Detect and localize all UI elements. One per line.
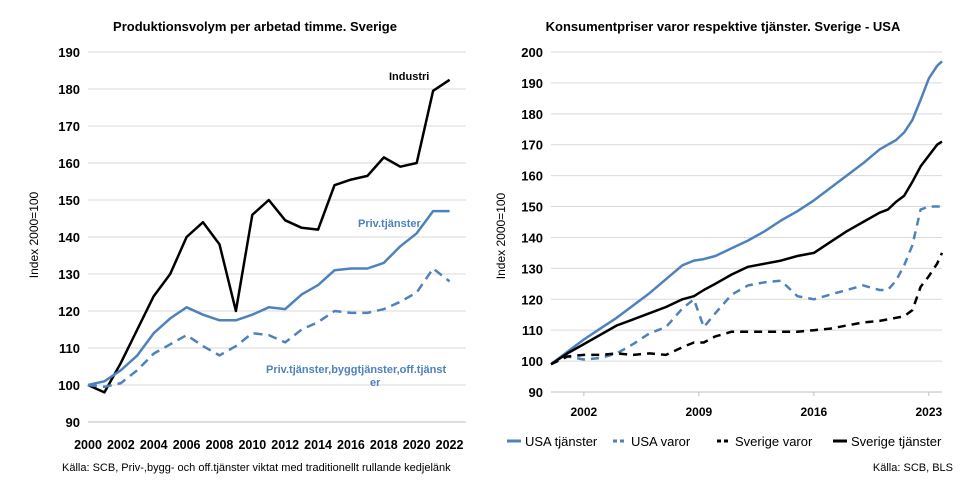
x-tick-label: 2014: [304, 438, 332, 452]
chart-right: Konsumentpriser varor respektive tjänste…: [494, 19, 953, 474]
chart-left-series: [87, 78, 451, 394]
chart-left-y-axis-label: Index 2000=100: [27, 191, 41, 278]
x-tick-label: 2016: [801, 405, 828, 419]
y-tick-label: 160: [521, 169, 543, 184]
y-tick-label: 130: [58, 267, 80, 282]
x-tick-label: 2010: [238, 438, 266, 452]
y-tick-label: 170: [58, 119, 80, 134]
y-tick-label: 200: [521, 45, 543, 60]
y-tick-label: 140: [521, 230, 543, 245]
y-tick-label: 160: [58, 156, 80, 171]
y-tick-label: 180: [58, 82, 80, 97]
chart-right-title: Konsumentpriser varor respektive tjänste…: [546, 19, 901, 34]
x-tick-label: 2006: [173, 438, 201, 452]
chart-right-source: Källa: SCB, BLS: [873, 462, 953, 474]
series-line-sverige-varor: [550, 252, 944, 366]
label-priv-bygg-off-line2: er: [370, 377, 381, 389]
y-tick-label: 190: [521, 76, 543, 91]
y-tick-label: 190: [58, 45, 80, 60]
y-tick-label: 90: [529, 385, 543, 400]
y-tick-label: 90: [66, 415, 80, 430]
chart-right-y-ticks: 90 100 110 120 130 140 150 160 170 180 190 200: [521, 45, 543, 400]
legend-label-usa-tjänster: USA tjänster: [525, 434, 598, 449]
legend-label-sverige-varor: Sverige varor: [735, 434, 813, 449]
chart-left-gridlines: [88, 51, 466, 423]
y-tick-label: 110: [59, 341, 80, 356]
chart-left-x-ticks: 2000 2002 2004 2006 2008 2010 2012 2014 2016 2018…: [74, 438, 463, 452]
y-tick-label: 150: [521, 200, 543, 215]
y-tick-label: 100: [521, 354, 543, 369]
y-tick-label: 150: [58, 193, 80, 208]
x-tick-label: 2008: [206, 438, 234, 452]
series-line-priv-tjänster-byggtjänster-off-tjänster: [87, 267, 451, 389]
y-tick-label: 170: [521, 138, 543, 153]
y-tick-label: 110: [522, 323, 543, 338]
y-tick-label: 100: [58, 378, 80, 393]
legend-label-usa-varor: USA varor: [631, 434, 691, 449]
chart-left-y-ticks: 90 100 110 120 130 140 150 160 170 180 190: [58, 45, 80, 430]
y-tick-label: 130: [521, 261, 543, 276]
chart-right-x-ticks: 2002 2009 2016 2023: [571, 392, 943, 419]
x-tick-label: 2002: [107, 438, 135, 452]
chart-right-y-axis-label: Index 2000=100: [494, 192, 508, 279]
y-tick-label: 120: [521, 292, 543, 307]
series-line-sverige-tjänster: [550, 140, 943, 366]
chart-right-legend: USA tjänster USA varor Sverige varor Sverig…: [507, 434, 942, 449]
x-tick-label: 2004: [140, 438, 168, 452]
label-priv-bygg-off-line1: Priv.tjänster,byggtjänster,off.tjänst: [266, 364, 446, 376]
x-tick-label: 2023: [916, 405, 943, 419]
x-tick-label: 2002: [571, 405, 598, 419]
series-line-priv-tjänster: [87, 209, 450, 387]
label-industri: Industri: [389, 71, 429, 83]
series-line-usa-tjänster: [550, 60, 943, 366]
y-tick-label: 180: [521, 107, 543, 122]
x-tick-label: 2018: [370, 438, 398, 452]
label-priv-tjanster: Priv.tjänster: [358, 218, 421, 230]
x-tick-label: 2009: [686, 405, 713, 419]
x-tick-label: 2020: [403, 438, 431, 452]
chart-right-gridlines: [551, 51, 942, 393]
x-tick-label: 2022: [436, 438, 464, 452]
x-tick-label: 2012: [271, 438, 299, 452]
legend-label-sverige-tjänster: Sverige tjänster: [851, 434, 942, 449]
x-tick-label: 2016: [337, 438, 365, 452]
chart-left-source: Källa: SCB, Priv-,bygg- och off.tjänster…: [62, 462, 451, 474]
chart-left: Produktionsvolym per arbetad timme. Sver…: [27, 19, 466, 474]
y-tick-label: 120: [58, 304, 80, 319]
y-tick-label: 140: [58, 230, 80, 245]
chart-left-title: Produktionsvolym per arbetad timme. Sver…: [113, 19, 397, 34]
series-line-industri: [87, 78, 451, 394]
series-line-usa-varor: [550, 205, 942, 366]
chart-right-series: [550, 60, 944, 366]
x-tick-label: 2000: [74, 438, 102, 452]
